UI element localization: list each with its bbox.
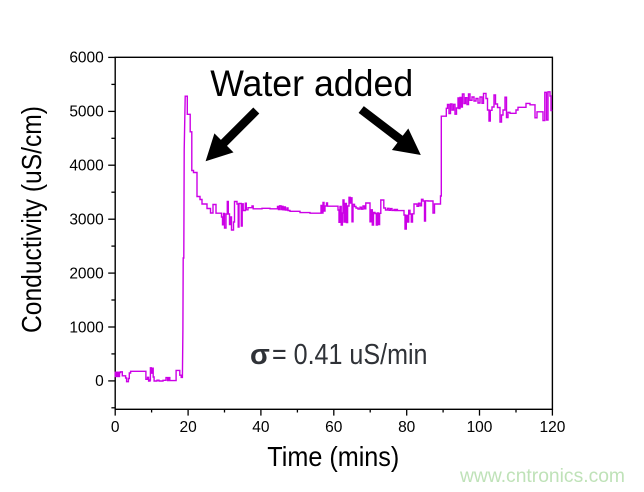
svg-text:5000: 5000 (69, 104, 104, 121)
svg-text:Conductivity (uS/cm): Conductivity (uS/cm) (16, 106, 47, 333)
svg-text:www.cntronics.com: www.cntronics.com (459, 466, 625, 487)
svg-text:40: 40 (252, 419, 270, 436)
svg-text:120: 120 (539, 419, 565, 436)
svg-text:Water added: Water added (210, 63, 413, 104)
svg-text:0: 0 (111, 419, 120, 436)
svg-text:20: 20 (179, 419, 197, 436)
svg-text:Time (mins): Time (mins) (267, 441, 399, 472)
svg-text:= 0.41 uS/min: = 0.41 uS/min (272, 339, 428, 371)
svg-text:80: 80 (398, 419, 416, 436)
svg-text:2000: 2000 (69, 265, 104, 282)
svg-text:3000: 3000 (69, 212, 104, 229)
svg-text:1000: 1000 (69, 319, 104, 336)
svg-text:4000: 4000 (69, 158, 104, 175)
svg-text:6000: 6000 (69, 50, 104, 67)
svg-text:σ: σ (250, 339, 270, 371)
svg-text:100: 100 (467, 419, 493, 436)
svg-text:0: 0 (95, 373, 104, 390)
svg-text:60: 60 (325, 419, 343, 436)
